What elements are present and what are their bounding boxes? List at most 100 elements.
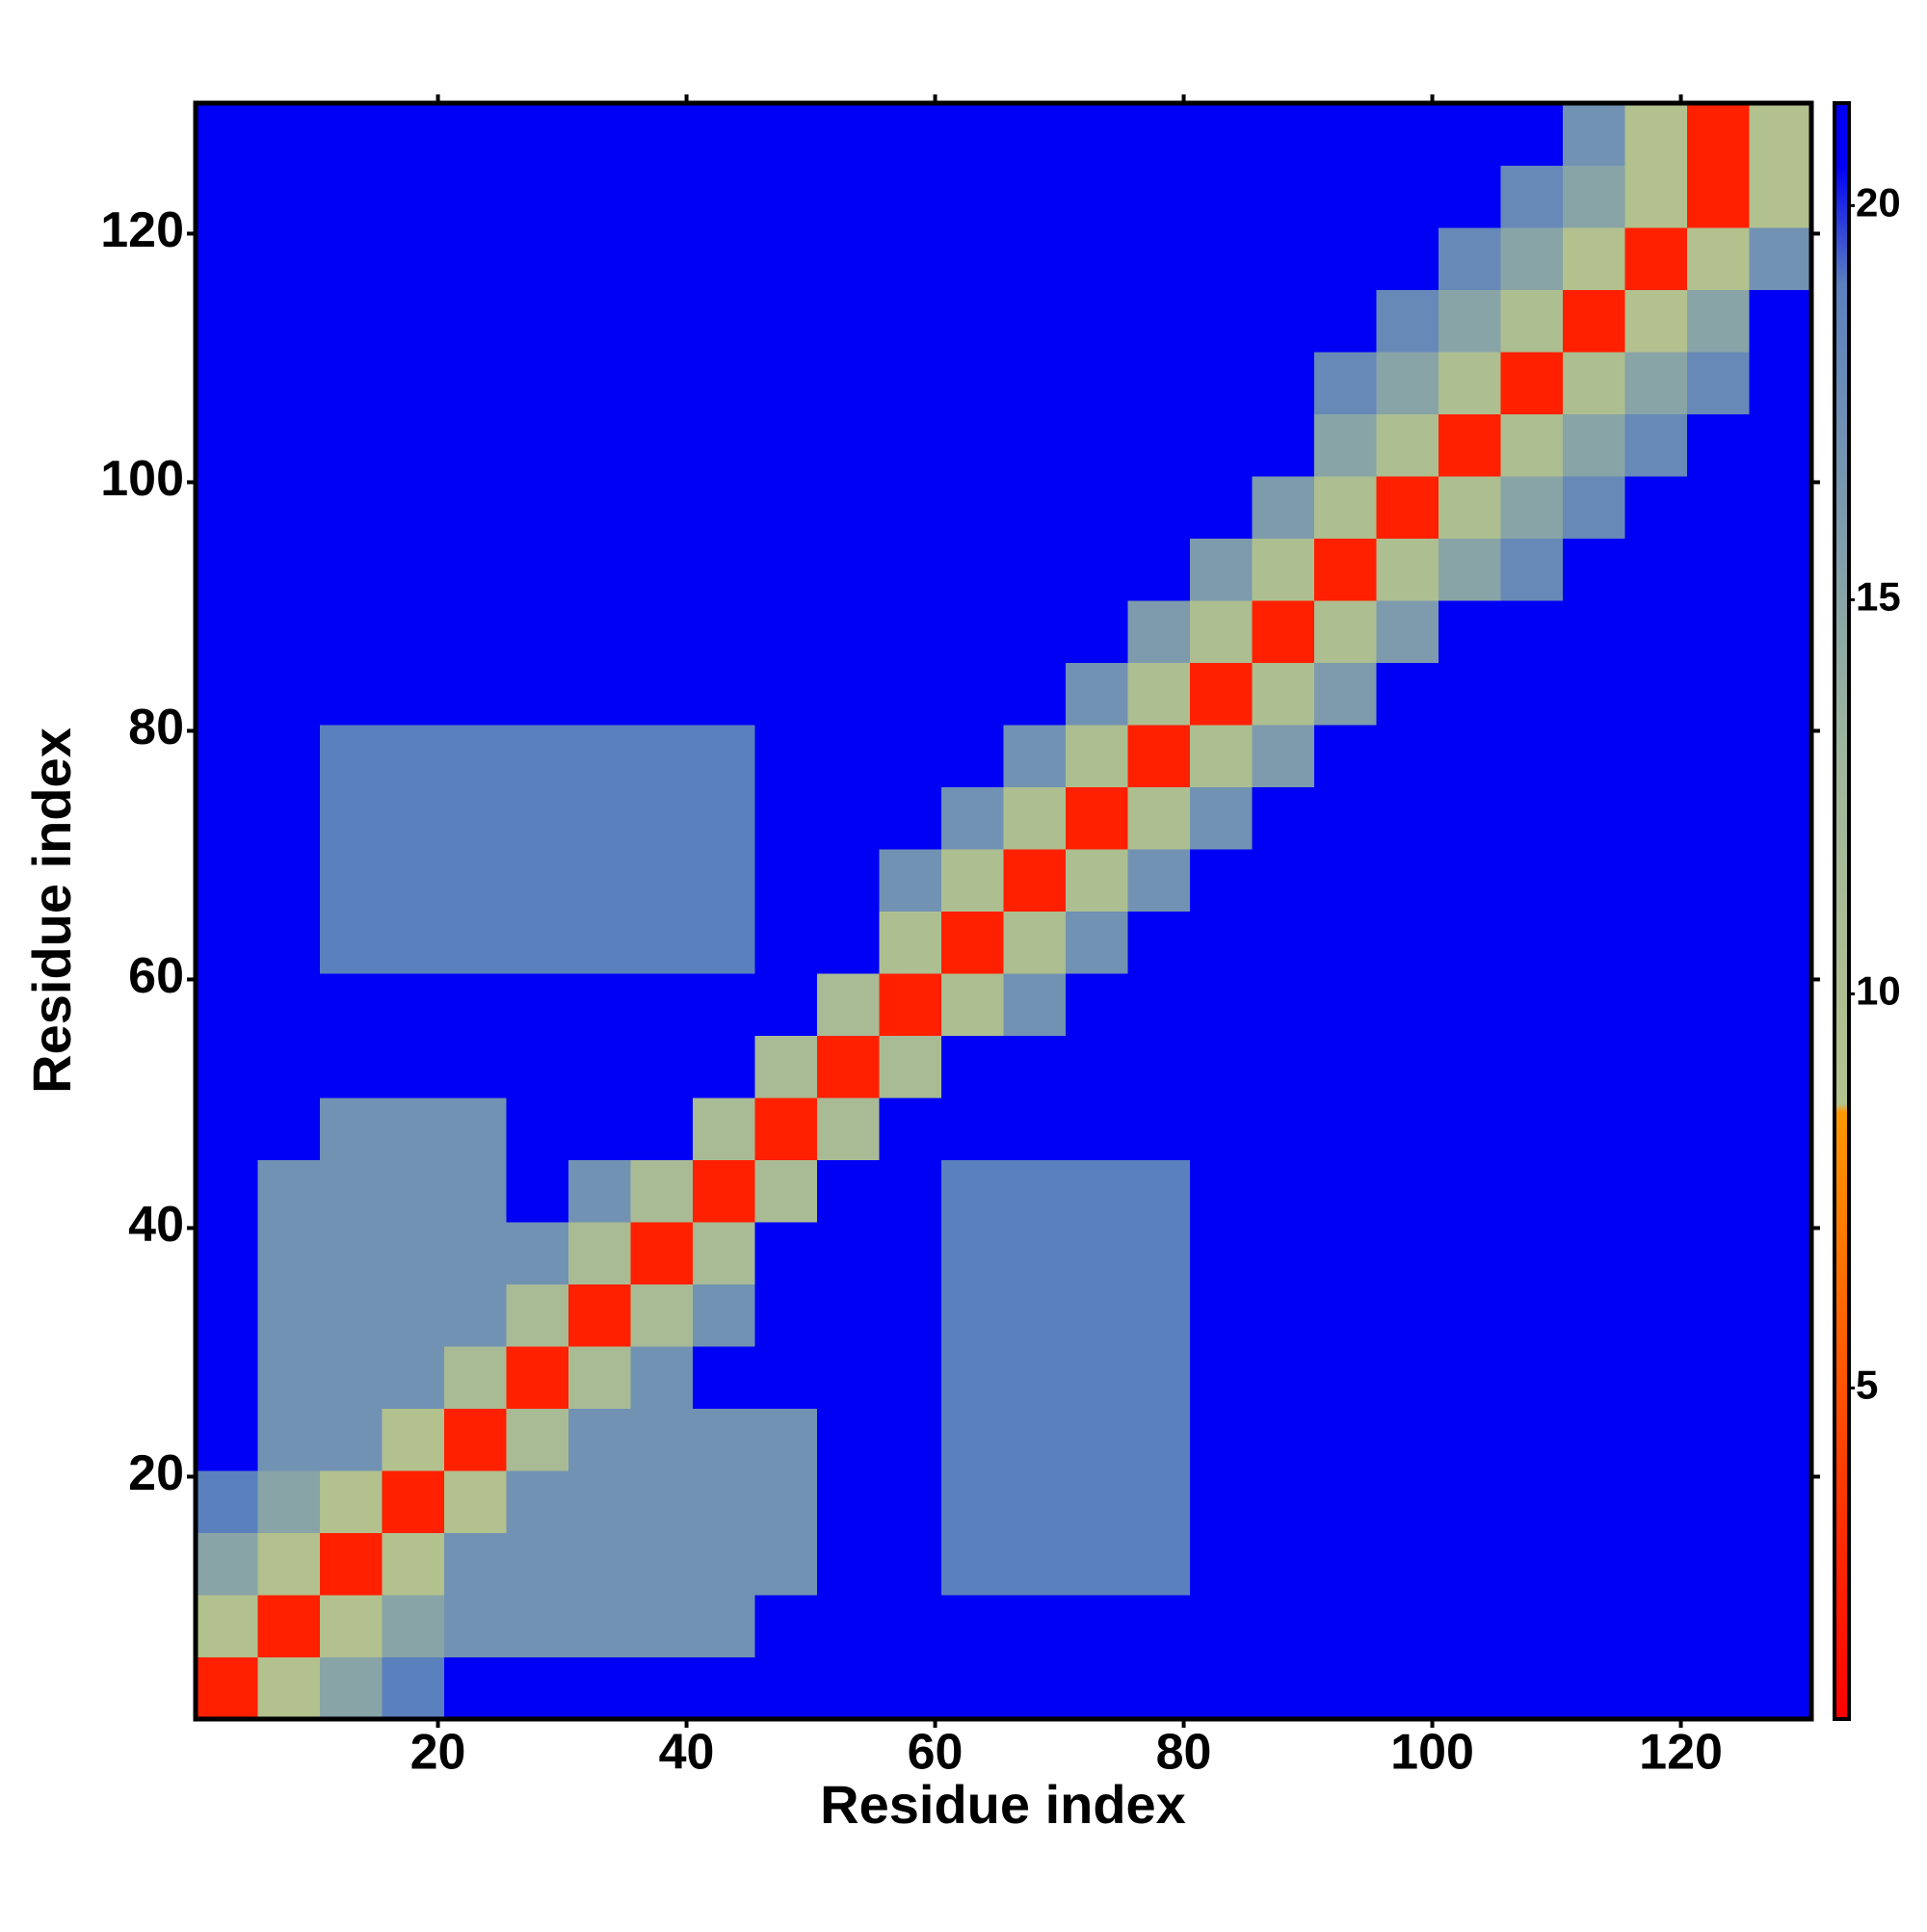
heatmap-cell xyxy=(1127,1408,1191,1471)
heatmap-cell xyxy=(1376,973,1439,1036)
heatmap-cell xyxy=(941,600,1004,663)
heatmap-cell xyxy=(693,911,755,974)
heatmap-cell xyxy=(196,1532,258,1596)
y-tick-label: 80 xyxy=(128,700,184,755)
heatmap-cell xyxy=(382,1532,445,1596)
heatmap-cell xyxy=(1749,1035,1812,1098)
heatmap-cell xyxy=(1563,600,1625,663)
heatmap-cell xyxy=(1190,1284,1253,1347)
heatmap-cell xyxy=(568,1470,631,1533)
heatmap-cell xyxy=(630,1346,694,1409)
heatmap-cell xyxy=(1500,600,1564,663)
heatmap-cell xyxy=(879,1595,942,1657)
heatmap-cell xyxy=(320,911,383,974)
heatmap-cell xyxy=(630,662,694,726)
heatmap-cell xyxy=(1190,786,1253,850)
heatmap-cell xyxy=(693,352,755,414)
heatmap-cell xyxy=(506,1408,569,1471)
heatmap-cell xyxy=(879,786,942,850)
heatmap-cell xyxy=(1687,1656,1750,1720)
heatmap-cell xyxy=(941,786,1004,850)
heatmap-cell xyxy=(630,476,694,539)
heatmap-cell xyxy=(693,413,755,477)
heatmap-cell xyxy=(506,911,569,974)
heatmap-cell xyxy=(941,476,1004,539)
heatmap-cell xyxy=(382,600,445,663)
heatmap-cell xyxy=(382,1035,445,1098)
heatmap-cell xyxy=(693,538,755,601)
heatmap-cell xyxy=(196,911,258,974)
heatmap-cell xyxy=(382,476,445,539)
heatmap-cell xyxy=(506,725,569,787)
heatmap-cell xyxy=(941,1159,1004,1223)
heatmap-cell xyxy=(1749,227,1812,290)
heatmap-cell xyxy=(1003,103,1067,166)
heatmap-cell xyxy=(1127,413,1191,477)
heatmap-cell xyxy=(1439,786,1501,850)
heatmap-cell xyxy=(1252,538,1315,601)
heatmap-cell xyxy=(754,1532,818,1596)
heatmap-cell xyxy=(1314,1408,1377,1471)
heatmap-cell xyxy=(1003,1532,1067,1596)
heatmap-cell xyxy=(1003,662,1067,726)
heatmap-cell xyxy=(754,165,818,228)
heatmap-cell xyxy=(382,352,445,414)
heatmap-cell xyxy=(1066,911,1128,974)
heatmap-cell xyxy=(817,1098,880,1160)
heatmap-cell xyxy=(257,289,321,353)
heatmap-cell xyxy=(506,600,569,663)
heatmap-cell xyxy=(1687,786,1750,850)
heatmap-cell xyxy=(1252,1408,1315,1471)
heatmap-cell xyxy=(941,725,1004,787)
heatmap-cell xyxy=(1563,973,1625,1036)
heatmap-cell xyxy=(568,476,631,539)
heatmap-cell xyxy=(1439,1222,1501,1284)
heatmap-cell xyxy=(320,1532,383,1596)
heatmap-cell xyxy=(382,1098,445,1160)
heatmap-cell xyxy=(1314,786,1377,850)
heatmap-cell xyxy=(1624,1159,1688,1223)
heatmap-cell xyxy=(1127,1035,1191,1098)
heatmap-cell xyxy=(1563,538,1625,601)
heatmap-cell xyxy=(568,227,631,290)
heatmap-cell xyxy=(1624,911,1688,974)
heatmap-cell xyxy=(568,1098,631,1160)
heatmap-cell xyxy=(444,413,507,477)
heatmap-cell xyxy=(320,1159,383,1223)
heatmap-cell xyxy=(941,1222,1004,1284)
heatmap-cell xyxy=(1439,165,1501,228)
heatmap-cell xyxy=(1003,165,1067,228)
heatmap-cell xyxy=(1563,1098,1625,1160)
heatmap-cell xyxy=(1439,1098,1501,1160)
heatmap-cell xyxy=(444,786,507,850)
heatmap-cell xyxy=(754,1595,818,1657)
heatmap-cell xyxy=(1500,1098,1564,1160)
heatmap-cell xyxy=(506,1656,569,1720)
heatmap-cell xyxy=(1563,1159,1625,1223)
heatmap-cell xyxy=(1563,1656,1625,1720)
heatmap-cell xyxy=(754,1098,818,1160)
heatmap-cell xyxy=(382,1284,445,1347)
heatmap-cell xyxy=(257,1098,321,1160)
heatmap-cell xyxy=(382,538,445,601)
heatmap-cell xyxy=(568,103,631,166)
heatmap-cell xyxy=(568,1408,631,1471)
heatmap-cell xyxy=(693,289,755,353)
heatmap-cell xyxy=(257,476,321,539)
heatmap-cell xyxy=(568,1595,631,1657)
heatmap-cell xyxy=(568,165,631,228)
heatmap-cell xyxy=(879,289,942,353)
heatmap-cell xyxy=(693,1346,755,1409)
heatmap-cell xyxy=(817,1656,880,1720)
heatmap-cell xyxy=(1252,1656,1315,1720)
heatmap-cell xyxy=(630,165,694,228)
heatmap-cell xyxy=(1252,103,1315,166)
heatmap-cell xyxy=(568,849,631,912)
heatmap-cell xyxy=(196,165,258,228)
heatmap-cell xyxy=(1003,849,1067,912)
heatmap-cell xyxy=(630,413,694,477)
heatmap-cell xyxy=(693,1595,755,1657)
heatmap-cell xyxy=(1190,538,1253,601)
heatmap-cell xyxy=(506,1035,569,1098)
heatmap-cell xyxy=(1190,849,1253,912)
